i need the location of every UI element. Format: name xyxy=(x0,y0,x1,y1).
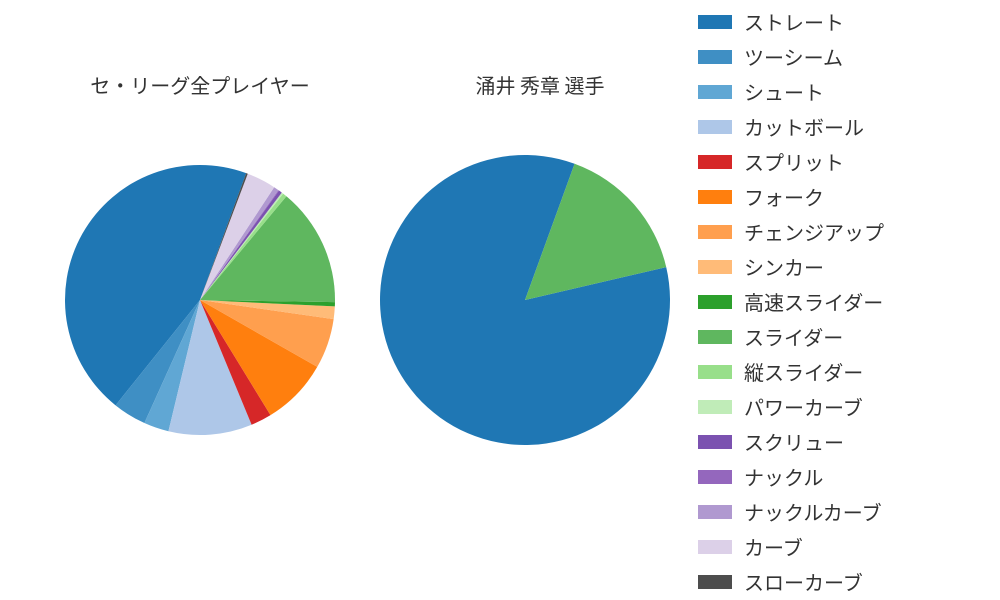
legend-label: スライダー xyxy=(744,322,843,351)
legend-label: スプリット xyxy=(744,147,844,176)
legend-swatch xyxy=(698,50,732,64)
legend-item: シュート xyxy=(698,74,988,109)
legend-swatch xyxy=(698,400,732,414)
legend-item: スプリット xyxy=(698,144,988,179)
legend-item: カーブ xyxy=(698,529,988,564)
legend-item: 高速スライダー xyxy=(698,284,988,319)
legend-label: ツーシーム xyxy=(744,42,843,71)
legend-label: パワーカーブ xyxy=(744,392,863,421)
legend-label: ストレート xyxy=(744,7,844,36)
legend-item: スクリュー xyxy=(698,424,988,459)
legend-label: 高速スライダー xyxy=(744,287,883,316)
legend-swatch xyxy=(698,435,732,449)
legend-item: ツーシーム xyxy=(698,39,988,74)
legend-label: チェンジアップ xyxy=(744,217,884,246)
legend-swatch xyxy=(698,260,732,274)
legend-swatch xyxy=(698,85,732,99)
legend-swatch xyxy=(698,575,732,589)
legend-item: フォーク xyxy=(698,179,988,214)
legend-item: ナックルカーブ xyxy=(698,494,988,529)
legend-label: 縦スライダー xyxy=(744,357,863,386)
pie-chart xyxy=(63,163,337,437)
legend-swatch xyxy=(698,295,732,309)
chart-title: 涌井 秀章 選手 xyxy=(400,70,680,99)
legend-label: ナックル xyxy=(744,462,823,491)
legend-swatch xyxy=(698,330,732,344)
legend-label: カーブ xyxy=(744,532,803,561)
legend-label: スクリュー xyxy=(744,427,844,456)
legend-label: シュート xyxy=(744,77,824,106)
legend-label: シンカー xyxy=(744,252,824,281)
legend-swatch xyxy=(698,190,732,204)
legend-item: パワーカーブ xyxy=(698,389,988,424)
legend-item: ストレート xyxy=(698,4,988,39)
legend-label: スローカーブ xyxy=(744,567,863,596)
chart-title: セ・リーグ全プレイヤー xyxy=(60,70,340,99)
legend-label: ナックルカーブ xyxy=(744,497,882,526)
chart-stage: セ・リーグ全プレイヤー44.810.014.2涌井 秀章 選手84.215.8ス… xyxy=(0,0,1000,600)
legend-item: カットボール xyxy=(698,109,988,144)
legend-swatch xyxy=(698,225,732,239)
legend-swatch xyxy=(698,120,732,134)
legend-label: フォーク xyxy=(744,182,824,211)
legend-item: スローカーブ xyxy=(698,564,988,599)
legend-item: 縦スライダー xyxy=(698,354,988,389)
legend-swatch xyxy=(698,365,732,379)
legend-label: カットボール xyxy=(744,112,864,141)
legend: ストレートツーシームシュートカットボールスプリットフォークチェンジアップシンカー… xyxy=(698,4,988,599)
legend-item: シンカー xyxy=(698,249,988,284)
legend-swatch xyxy=(698,155,732,169)
pie-chart xyxy=(378,153,672,447)
legend-swatch xyxy=(698,15,732,29)
legend-swatch xyxy=(698,470,732,484)
legend-item: ナックル xyxy=(698,459,988,494)
legend-swatch xyxy=(698,505,732,519)
legend-item: スライダー xyxy=(698,319,988,354)
legend-swatch xyxy=(698,540,732,554)
legend-item: チェンジアップ xyxy=(698,214,988,249)
